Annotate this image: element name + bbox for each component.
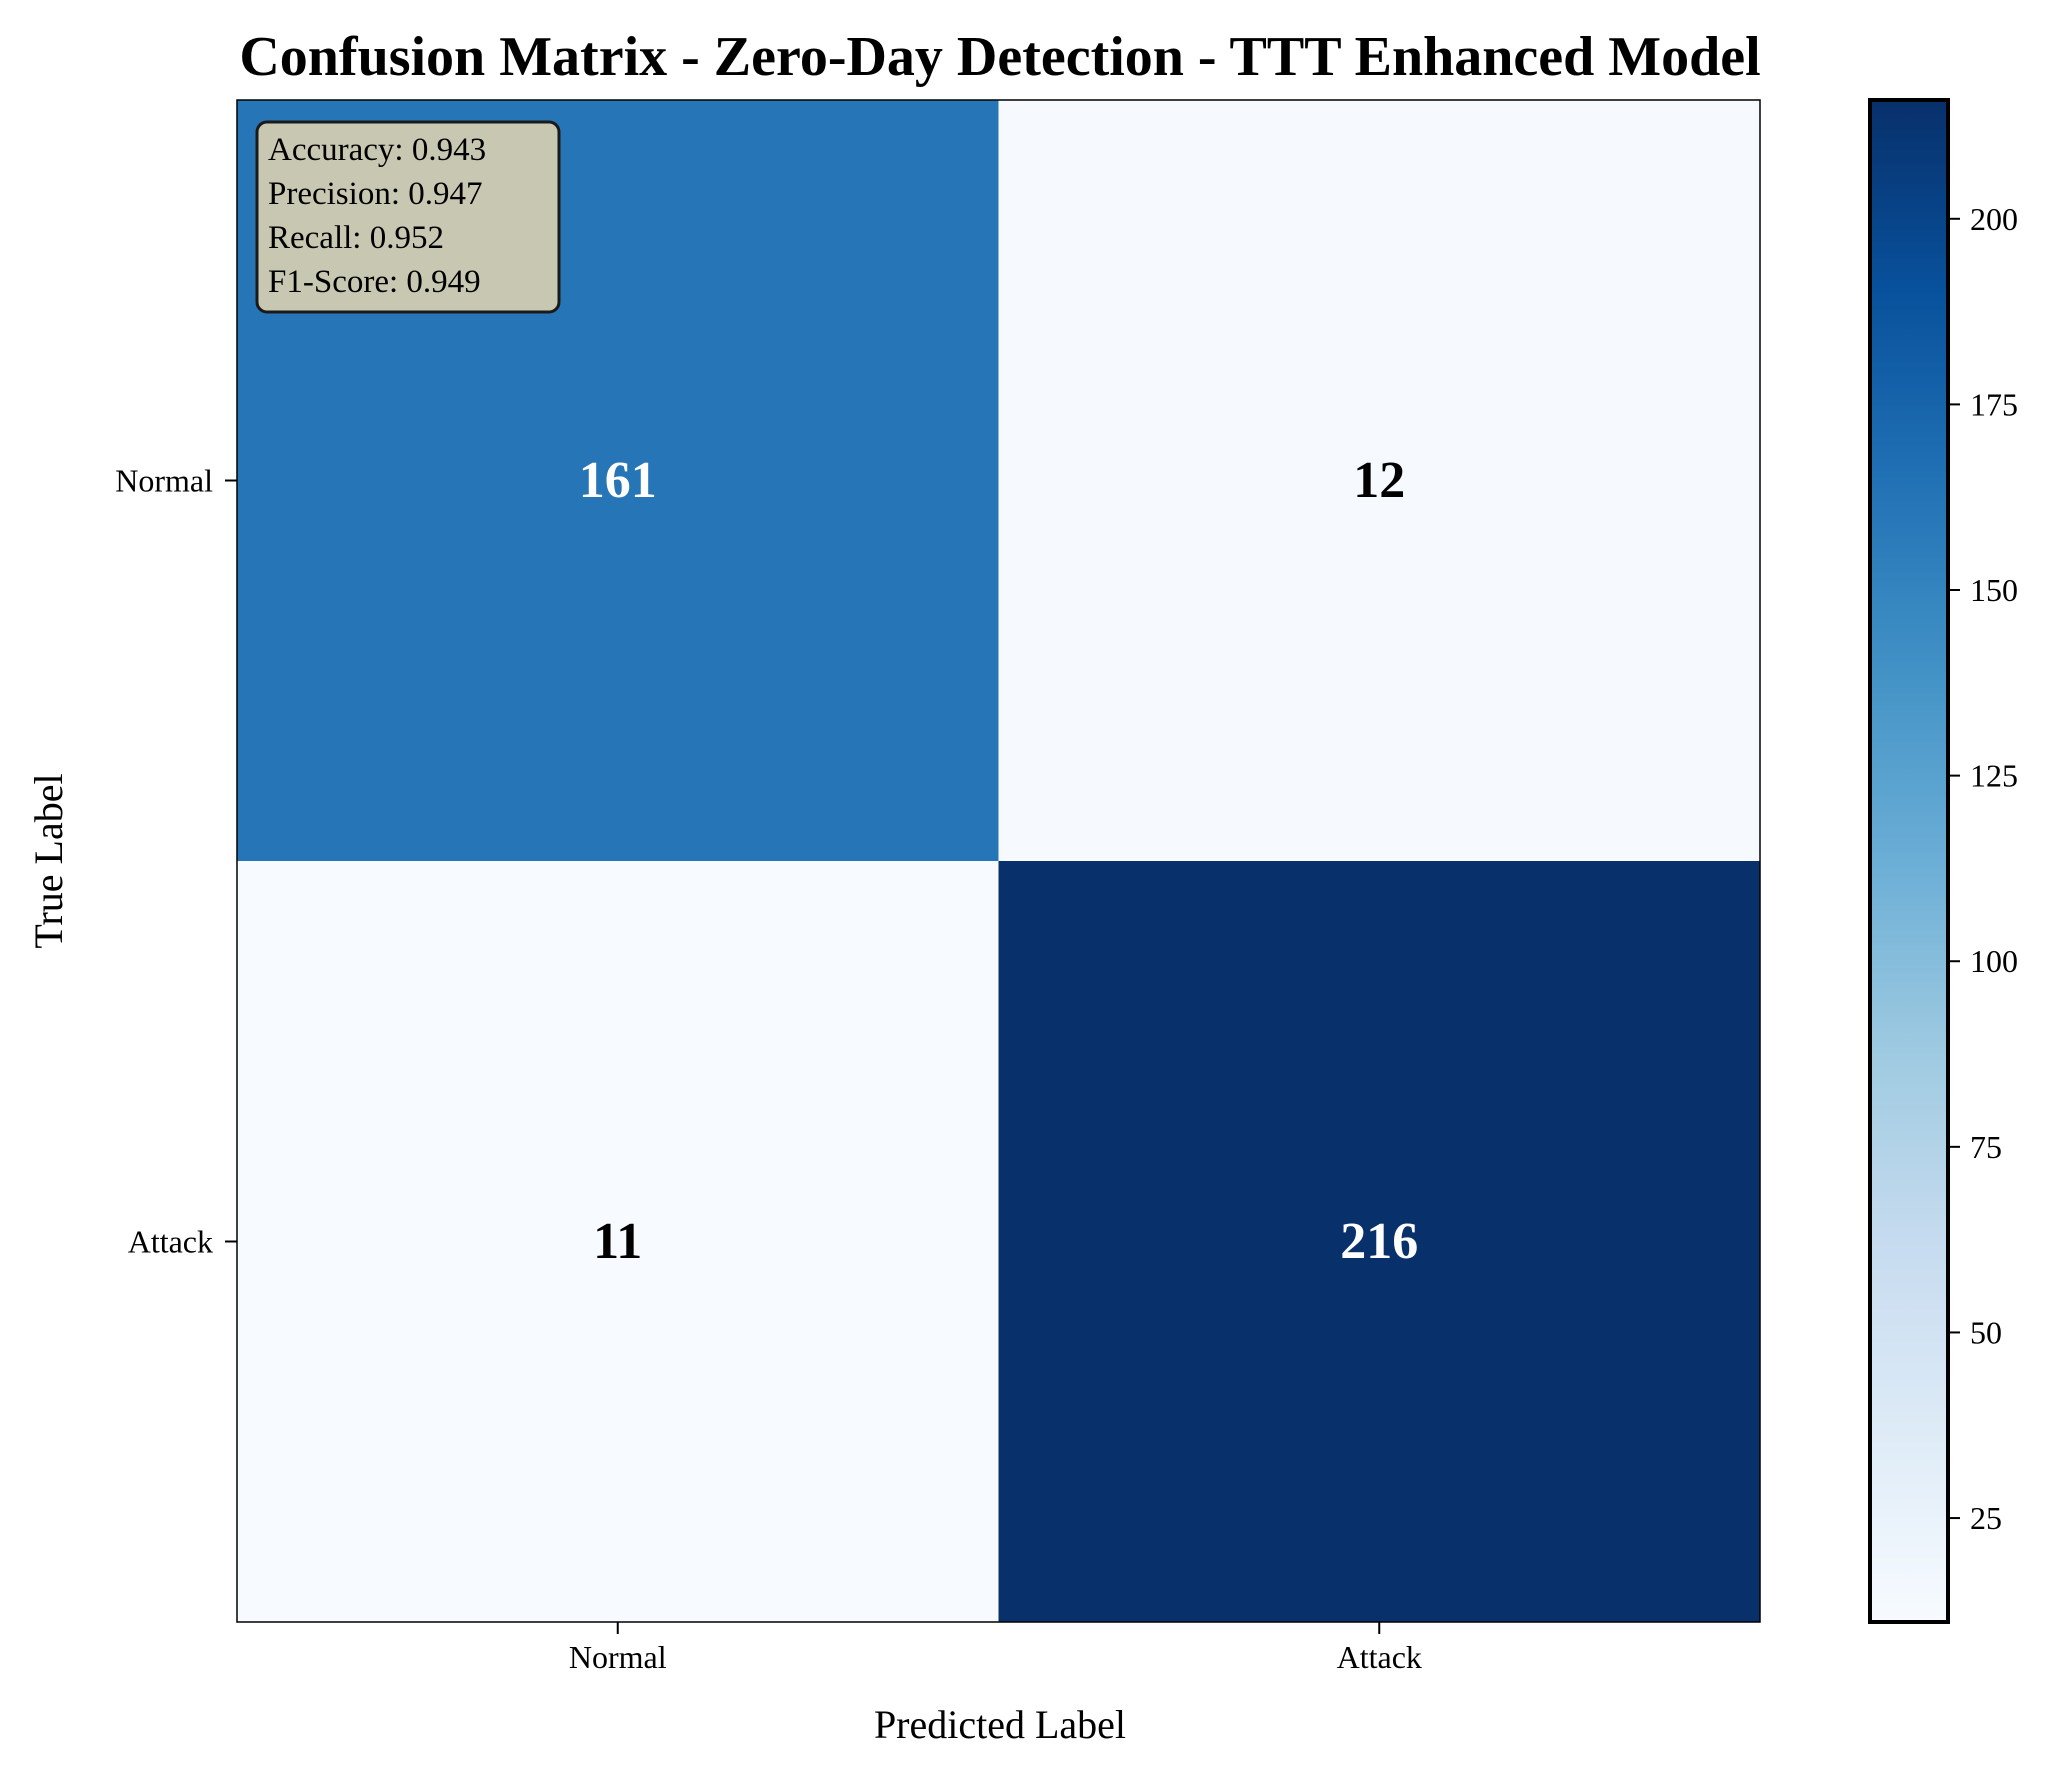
metric-accuracy: Accuracy: 0.943 [268,132,486,168]
colorbar-ticks: 25 50 75 100 125 150 175 200 [1948,201,2018,1536]
x-tick-label-1: Attack [1337,1639,1422,1675]
cell-label-0-0: 161 [579,452,657,509]
cell-value-labels: 161 12 11 216 [579,452,1419,1270]
colorbar-tick-label-5: 150 [1970,572,2018,608]
metric-f1-score: F1-Score: 0.949 [268,264,481,300]
cell-label-0-1: 12 [1353,452,1405,509]
colorbar-tick-label-7: 200 [1970,201,2018,237]
y-tick-label-1: Attack [128,1224,213,1260]
metrics-box: Accuracy: 0.943 Precision: 0.947 Recall:… [255,120,561,314]
heatmap-cell-1-1 [998,861,1761,1623]
y-axis-label: True Label [26,773,71,948]
colorbar-tick-label-1: 50 [1970,1314,2002,1350]
cell-label-1-0: 11 [593,1213,642,1270]
colorbar-tick-label-3: 100 [1970,943,2018,979]
x-tick-label-0: Normal [569,1639,667,1675]
heatmap-cells [237,100,1761,1623]
metrics-box-background [255,120,561,314]
x-axis-label: Predicted Label [874,1702,1126,1747]
y-axis-ticks: Normal Attack [115,463,237,1260]
colorbar-tick-label-6: 175 [1970,386,2018,422]
y-tick-label-0: Normal [115,463,213,499]
x-axis-ticks: Normal Attack [569,1622,1422,1675]
colorbar-tick-label-4: 125 [1970,758,2018,794]
colorbar-tick-label-0: 25 [1970,1500,2002,1536]
plot-frame [236,99,1761,1623]
colorbar-tick-label-2: 75 [1970,1129,2002,1165]
heatmap-cell-0-1 [998,100,1761,862]
chart-title: Confusion Matrix - Zero-Day Detection - … [239,26,1760,88]
metric-recall: Recall: 0.952 [268,220,444,256]
colorbar [1868,98,1950,1624]
cell-label-1-1: 216 [1340,1213,1418,1270]
metric-precision: Precision: 0.947 [268,176,482,212]
heatmap-cell-1-0 [237,861,999,1623]
